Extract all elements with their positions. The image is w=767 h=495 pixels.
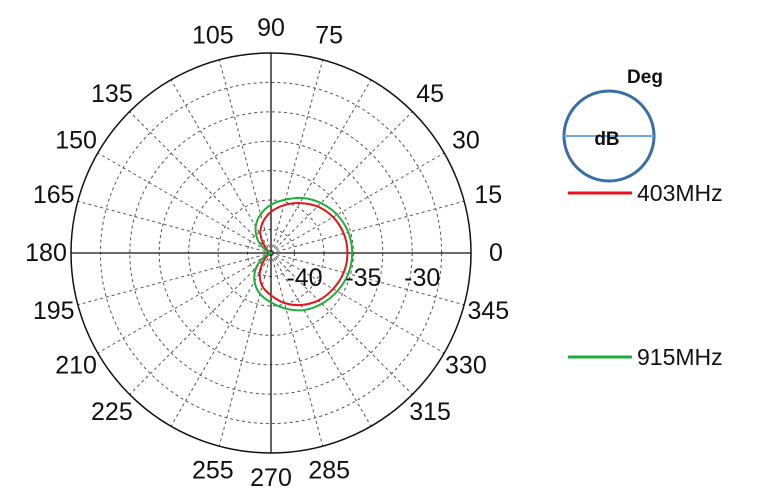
grid-spoke [270,79,372,254]
angle-tick-label: 270 [250,464,292,492]
angle-tick-label: 225 [91,398,133,426]
angle-tick-label: 75 [315,22,343,50]
radial-tick-label: -30 [404,264,440,292]
angle-tick-label: 135 [91,80,133,108]
grid-spoke [129,111,272,254]
angle-tick-label: 105 [192,22,234,50]
grid-spoke [270,200,465,254]
angle-tick-label: 45 [416,80,444,108]
grid-spoke [170,252,272,427]
angle-tick-label: 15 [474,181,502,209]
angle-tick-label: 150 [55,127,97,155]
angle-tick-label: 180 [25,239,67,267]
angle-tick-label: 315 [409,398,451,426]
outer-ring [70,52,472,454]
grid-spoke [218,59,272,254]
polar-grid [70,52,472,454]
angle-tick-label: 30 [452,127,480,155]
grid-spoke [97,152,272,254]
grid-spoke [270,111,413,254]
grid-spoke [218,252,272,447]
angle-tick-label: 165 [33,181,75,209]
series-line-915mhz [253,196,354,312]
angle-tick-label: 330 [445,352,487,380]
angle-tick-label: 285 [308,456,350,484]
radial-tick-label: -35 [345,264,381,292]
legend-radius-unit: dB [594,129,619,150]
legend-label: 915MHz [637,344,723,370]
angle-tick-label: 90 [257,14,285,42]
radial-tick-label: -40 [286,264,322,292]
legend: Deg dB 403MHz 915MHz [562,67,723,370]
angle-tick-label: 255 [192,456,234,484]
grid-spoke [97,252,272,354]
tick-labels: 0 15 30 45 75 90 105 135 150 165 180 195 210 225 255 27… [25,14,509,492]
angle-tick-label: 210 [55,352,97,380]
legend-angle-unit: Deg [627,67,663,88]
grid-spoke [129,252,272,395]
grid-spoke [77,252,272,306]
angle-tick-label: 0 [489,239,503,267]
angle-tick-label: 195 [33,297,75,325]
legend-label: 403MHz [637,180,723,206]
angle-tick-label: 345 [467,297,509,325]
series-curves [253,196,354,312]
